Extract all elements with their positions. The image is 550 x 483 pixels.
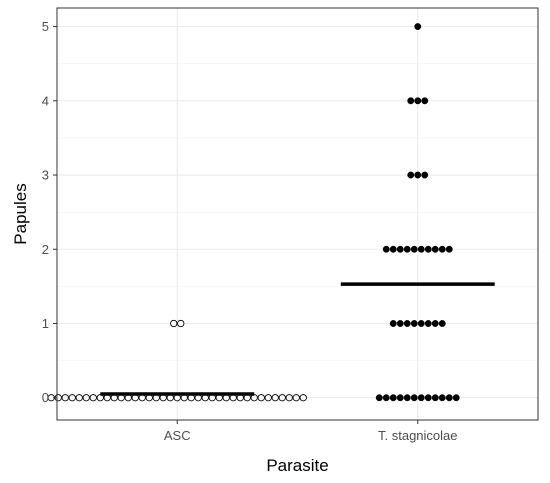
y-tick-label: 5 (42, 19, 49, 34)
data-point (299, 394, 307, 402)
data-point (177, 319, 185, 328)
y-axis-ticks: 0 1 2 3 4 5 (42, 19, 57, 405)
data-point (438, 320, 446, 327)
data-point (75, 394, 83, 402)
data-point (389, 394, 397, 402)
data-point (431, 245, 439, 253)
data-point (414, 171, 422, 179)
data-point (382, 245, 390, 253)
y-tick-label: 0 (42, 390, 49, 405)
data-point (382, 394, 390, 402)
x-axis-title: Parasite (266, 456, 328, 475)
data-point (438, 394, 446, 402)
panel-border (56, 7, 539, 421)
data-point (445, 245, 453, 253)
data-point (414, 97, 422, 105)
grid-lines (57, 8, 538, 420)
data-point (417, 245, 425, 253)
mean-lines (100, 282, 495, 396)
data-point (375, 394, 383, 402)
data-point (424, 320, 432, 327)
data-point (89, 394, 97, 402)
data-point (264, 394, 272, 402)
data-point (438, 245, 446, 253)
data-point (424, 394, 432, 402)
data-point (170, 319, 178, 328)
data-marks (47, 23, 460, 402)
data-point (403, 320, 411, 327)
data-point (61, 394, 69, 402)
data-point (257, 394, 265, 402)
data-point (431, 394, 439, 402)
x-axis-ticks: ASC T. stagnicolae (164, 420, 458, 443)
data-point (403, 394, 411, 402)
y-tick-label: 4 (42, 93, 49, 108)
data-point (452, 394, 460, 402)
x-tick-label: T. stagnicolae (378, 428, 458, 443)
y-tick-label: 1 (42, 316, 49, 331)
data-point (421, 171, 429, 179)
x-tick-label: ASC (164, 428, 191, 443)
data-point (403, 245, 411, 253)
data-point (396, 245, 404, 253)
data-point (396, 320, 404, 327)
data-point (410, 394, 418, 402)
data-point (389, 320, 397, 327)
data-point (445, 394, 453, 402)
data-point (292, 394, 300, 402)
data-point (424, 245, 432, 253)
data-point (431, 320, 439, 327)
data-point (285, 394, 293, 402)
data-point (417, 394, 425, 402)
data-point (414, 23, 422, 31)
data-point (410, 245, 418, 253)
data-point (96, 394, 104, 402)
data-point (389, 245, 397, 253)
data-point (271, 394, 279, 402)
data-point (250, 394, 258, 402)
data-point (407, 171, 415, 179)
data-point (82, 394, 90, 402)
data-point (68, 394, 76, 402)
data-point (421, 97, 429, 105)
y-tick-label: 2 (42, 242, 49, 257)
y-axis-title: Papules (11, 183, 30, 244)
data-point (410, 320, 418, 327)
data-point (396, 394, 404, 402)
y-tick-label: 3 (42, 168, 49, 183)
data-point (417, 320, 425, 327)
data-point (278, 394, 286, 402)
data-point (407, 97, 415, 105)
